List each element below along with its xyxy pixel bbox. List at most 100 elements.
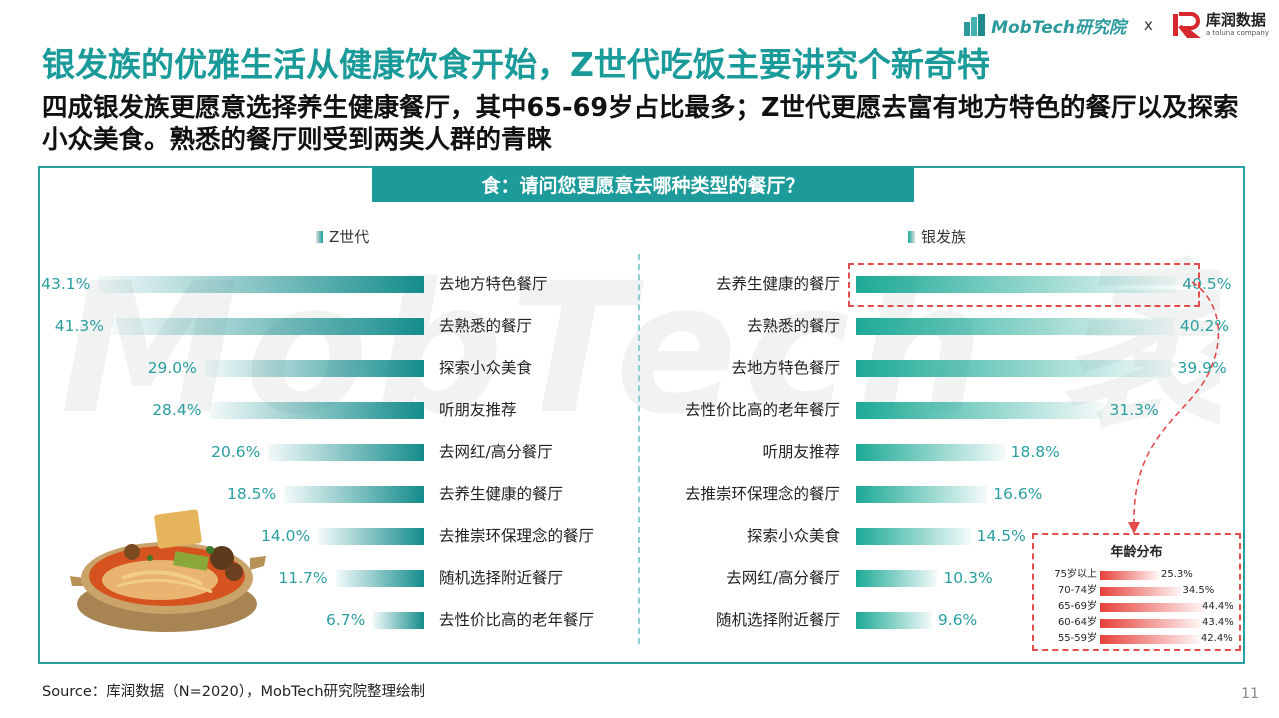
age-row: 65-69岁 44.4% <box>1034 600 1239 614</box>
age-value-label: 44.4% <box>1202 601 1234 612</box>
category-label-z: 去推崇环保理念的餐厅 <box>439 527 595 545</box>
value-label-z: 14.0% <box>260 527 311 545</box>
age-bar <box>1100 619 1202 628</box>
hotpot-noodle-image <box>70 509 266 632</box>
age-distribution-title: 年龄分布 <box>1110 545 1163 560</box>
legend-swatch-silver <box>908 230 915 243</box>
legend-label-z: Z世代 <box>329 228 370 246</box>
age-label: 70-74岁 <box>1057 585 1097 596</box>
age-label: 60-64岁 <box>1057 617 1097 628</box>
source-note: Source：库润数据（N=2020），MobTech研究院整理绘制 <box>42 684 426 700</box>
bar-silver <box>856 402 1104 419</box>
value-label-silver: 14.5% <box>976 527 1026 545</box>
value-label-silver: 40.5% <box>1182 275 1232 293</box>
value-label-z: 29.0% <box>147 359 197 377</box>
value-label-silver: 9.6% <box>937 611 978 629</box>
value-label-z: 6.7% <box>326 611 366 629</box>
legend-silver: 银发族 <box>908 226 966 247</box>
value-label-silver: 10.3% <box>943 569 993 587</box>
logo-separator: x <box>1143 16 1153 34</box>
bar-z <box>204 360 424 377</box>
mobtech-icon <box>964 14 986 36</box>
age-value-label: 34.5% <box>1182 585 1215 596</box>
value-label-z: 43.1% <box>41 275 91 293</box>
category-label-silver: 去推崇环保理念的餐厅 <box>684 485 840 503</box>
age-label: 65-69岁 <box>1057 601 1097 612</box>
value-label-z: 11.7% <box>278 569 328 587</box>
bar-z <box>335 570 424 587</box>
bar-silver <box>856 486 988 503</box>
category-label-z: 探索小众美食 <box>439 359 533 377</box>
page-title: 银发族的优雅生活从健康饮食开始，Z世代吃饭主要讲究个新奇特 <box>42 45 990 84</box>
legend-label-silver: 银发族 <box>921 228 967 246</box>
callout-arrow <box>1128 281 1220 534</box>
bar-z <box>318 528 424 545</box>
bar-z <box>98 276 424 293</box>
age-bar <box>1100 571 1160 580</box>
age-value-label: 43.4% <box>1202 617 1234 628</box>
age-row: 60-64岁 43.4% <box>1034 616 1239 630</box>
age-label: 55-59岁 <box>1057 633 1097 644</box>
mobtech-logo-text: MobTech研究院 <box>991 17 1126 38</box>
mobtech-logo: MobTech研究院 <box>963 13 1126 38</box>
age-row: 70-74岁 34.5% <box>1034 584 1239 598</box>
bar-silver <box>856 276 1177 293</box>
age-bar <box>1100 603 1204 612</box>
value-label-z: 20.6% <box>211 443 261 461</box>
category-label-silver: 去网红/高分餐厅 <box>726 569 840 587</box>
partner-icon <box>1172 12 1201 38</box>
bar-silver <box>856 444 1005 461</box>
bar-silver <box>856 570 938 587</box>
value-label-silver: 39.9% <box>1177 359 1227 377</box>
header-logos: MobTech研究院 x 库润数据 a toluna company <box>963 10 1269 40</box>
page-subtitle: 四成银发族更愿意选择养生健康餐厅，其中65-69岁占比最多；Z世代更愿去富有地方… <box>42 93 1239 155</box>
category-label-z: 随机选择附近餐厅 <box>439 569 564 587</box>
value-label-z: 28.4% <box>152 401 202 419</box>
value-label-silver: 16.6% <box>993 485 1043 503</box>
legend-swatch-z <box>316 230 323 243</box>
value-label-z: 18.5% <box>226 485 277 503</box>
partner-logo: 库润数据 a toluna company <box>1171 12 1269 38</box>
category-label-z: 去性价比高的老年餐厅 <box>439 611 595 629</box>
category-label-silver: 听朋友推荐 <box>762 443 840 461</box>
page-number: 11 <box>1241 686 1259 702</box>
category-label-z: 去地方特色餐厅 <box>439 275 548 293</box>
age-label: 75岁以上 <box>1054 569 1097 580</box>
partner-name: 库润数据 <box>1205 11 1266 29</box>
age-bar <box>1100 587 1181 596</box>
category-label-z: 去网红/高分餐厅 <box>439 443 553 461</box>
partner-sub: a toluna company <box>1205 29 1269 37</box>
category-label-z: 去熟悉的餐厅 <box>439 317 533 335</box>
bar-z <box>268 444 424 461</box>
category-label-silver: 随机选择附近餐厅 <box>715 611 840 629</box>
bar-z <box>209 402 424 419</box>
category-label-z: 听朋友推荐 <box>439 401 517 419</box>
legend-z: Z世代 <box>316 226 369 247</box>
highlight-box <box>848 263 1200 307</box>
bar-silver <box>856 528 971 545</box>
category-label-silver: 去养生健康的餐厅 <box>715 275 840 293</box>
age-row: 75岁以上 25.3% <box>1034 568 1239 582</box>
bar-silver <box>856 612 932 629</box>
panel-divider <box>638 254 640 644</box>
bar-z <box>111 318 424 335</box>
value-label-silver: 40.2% <box>1179 317 1230 335</box>
bar-silver <box>856 318 1174 335</box>
age-distribution-box: 年龄分布 75岁以上 25.3% 70-74岁 34.5% 65-69岁 44.4% 60-… <box>1032 533 1241 651</box>
age-value-label: 42.4% <box>1200 633 1233 644</box>
bar-z <box>373 612 424 629</box>
category-label-silver: 去地方特色餐厅 <box>731 359 840 377</box>
value-label-z: 41.3% <box>54 317 104 335</box>
question-header: 食：请问您更愿意去哪种类型的餐厅？ <box>372 166 914 202</box>
category-label-silver: 探索小众美食 <box>746 527 840 545</box>
category-label-z: 去养生健康的餐厅 <box>439 485 564 503</box>
category-label-silver: 去性价比高的老年餐厅 <box>684 401 840 419</box>
value-label-silver: 18.8% <box>1010 443 1060 461</box>
age-bar <box>1100 635 1199 644</box>
age-row: 55-59岁 42.4% <box>1034 632 1239 646</box>
bar-z <box>284 486 424 503</box>
bar-silver <box>856 360 1172 377</box>
value-label-silver: 31.3% <box>1109 401 1159 419</box>
category-label-silver: 去熟悉的餐厅 <box>746 317 840 335</box>
age-value-label: 25.3% <box>1161 569 1193 580</box>
